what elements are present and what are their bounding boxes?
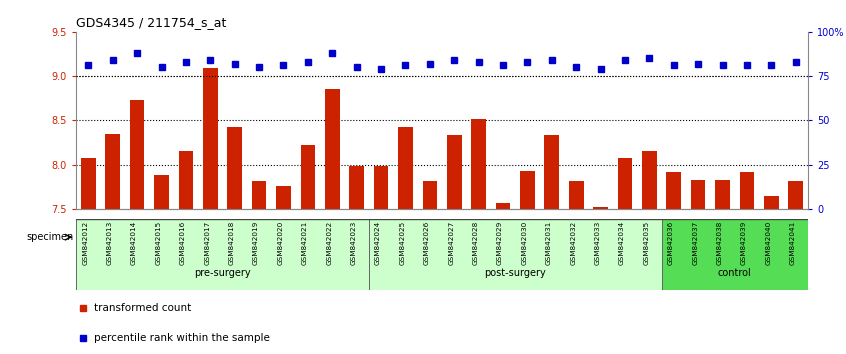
Bar [471, 120, 486, 209]
Bar [129, 100, 145, 209]
Text: GSM842027: GSM842027 [448, 221, 454, 265]
Bar [106, 134, 120, 209]
Text: GSM842032: GSM842032 [570, 221, 576, 265]
Text: GSM842024: GSM842024 [375, 221, 381, 265]
Text: percentile rank within the sample: percentile rank within the sample [95, 333, 271, 343]
Bar [374, 166, 388, 209]
Bar [300, 145, 316, 209]
Text: transformed count: transformed count [95, 303, 192, 313]
Bar [569, 181, 584, 209]
Bar [618, 158, 632, 209]
Text: GSM842015: GSM842015 [156, 221, 162, 265]
Text: GDS4345 / 211754_s_at: GDS4345 / 211754_s_at [76, 16, 227, 29]
Text: GSM842022: GSM842022 [327, 221, 332, 265]
Text: GSM842012: GSM842012 [82, 221, 88, 265]
Text: GSM842036: GSM842036 [667, 221, 673, 265]
Bar [179, 152, 193, 209]
Bar [81, 158, 96, 209]
Bar [228, 127, 242, 209]
Bar [276, 186, 291, 209]
Text: GSM842033: GSM842033 [595, 221, 601, 265]
Bar [154, 175, 169, 209]
Text: GSM842035: GSM842035 [643, 221, 650, 265]
Bar [252, 181, 266, 209]
Bar [76, 219, 369, 290]
Bar [369, 219, 662, 290]
Bar [325, 90, 339, 209]
Text: GSM842034: GSM842034 [619, 221, 625, 265]
Bar [691, 180, 706, 209]
Text: specimen: specimen [26, 232, 74, 242]
Bar [667, 172, 681, 209]
Text: GSM842031: GSM842031 [546, 221, 552, 265]
Bar [349, 166, 364, 209]
Text: GSM842020: GSM842020 [277, 221, 283, 265]
Bar [662, 219, 808, 290]
Text: GSM842039: GSM842039 [741, 221, 747, 265]
Text: GSM842028: GSM842028 [473, 221, 479, 265]
Text: GSM842038: GSM842038 [717, 221, 722, 265]
Text: post-surgery: post-surgery [485, 268, 546, 278]
Text: GSM842021: GSM842021 [302, 221, 308, 265]
Text: GSM842017: GSM842017 [204, 221, 211, 265]
Text: GSM842018: GSM842018 [228, 221, 234, 265]
Bar [447, 135, 462, 209]
Text: control: control [718, 268, 751, 278]
Bar [520, 171, 535, 209]
Text: GSM842030: GSM842030 [521, 221, 527, 265]
Bar [642, 152, 656, 209]
Bar [764, 195, 778, 209]
Text: GSM842019: GSM842019 [253, 221, 259, 265]
Text: GSM842013: GSM842013 [107, 221, 113, 265]
Bar [203, 68, 217, 209]
Text: GSM842029: GSM842029 [497, 221, 503, 265]
Text: GSM842016: GSM842016 [180, 221, 186, 265]
Bar [496, 202, 510, 209]
Text: GSM842025: GSM842025 [399, 221, 405, 265]
Bar [593, 207, 608, 209]
Text: GSM842040: GSM842040 [766, 221, 772, 265]
Text: GSM842026: GSM842026 [424, 221, 430, 265]
Bar [398, 127, 413, 209]
Text: GSM842023: GSM842023 [350, 221, 357, 265]
Text: GSM842014: GSM842014 [131, 221, 137, 265]
Text: GSM842037: GSM842037 [692, 221, 698, 265]
Bar [422, 181, 437, 209]
Text: GSM842041: GSM842041 [789, 221, 796, 265]
Bar [739, 172, 755, 209]
Bar [788, 181, 803, 209]
Bar [715, 180, 730, 209]
Text: pre-surgery: pre-surgery [195, 268, 250, 278]
Bar [545, 135, 559, 209]
